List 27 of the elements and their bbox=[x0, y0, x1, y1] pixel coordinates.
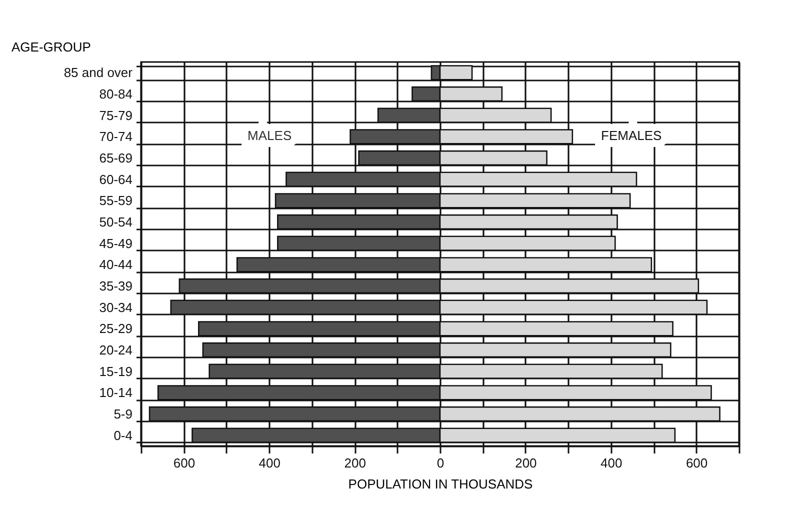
x-tick-label: 600 bbox=[173, 456, 196, 470]
y-tick-label: 50-54 bbox=[99, 214, 132, 230]
y-tick-label: 30-34 bbox=[99, 300, 132, 315]
y-tick-label: 60-64 bbox=[99, 172, 132, 187]
y-tick-label: 0-4 bbox=[114, 428, 132, 443]
y-tick-label: 75-79 bbox=[99, 108, 132, 123]
x-tick-label: 0 bbox=[436, 456, 444, 470]
x-tick-label: 400 bbox=[258, 456, 280, 470]
y-tick-label: 25-29 bbox=[99, 321, 132, 336]
x-tick-label: 400 bbox=[600, 456, 622, 470]
x-axis-title: POPULATION IN THOUSANDS bbox=[348, 476, 534, 492]
y-tick-label: 80-84 bbox=[99, 86, 132, 102]
x-tick-label: 200 bbox=[344, 456, 366, 470]
x-tick-label: 600 bbox=[686, 456, 708, 470]
y-tick-label: 10-14 bbox=[99, 385, 132, 400]
y-tick-label: 20-24 bbox=[99, 342, 132, 358]
y-axis-title: AGE-GROUP bbox=[12, 40, 91, 54]
y-tick-label: 45-49 bbox=[99, 236, 132, 251]
y-tick-label: 70-74 bbox=[99, 129, 132, 144]
y-tick-label: 55-59 bbox=[99, 193, 132, 208]
x-tick-label: 200 bbox=[515, 456, 537, 470]
y-tick-label: 65-69 bbox=[99, 150, 132, 166]
y-tick-label: 5-9 bbox=[114, 406, 132, 422]
y-tick-label: 15-19 bbox=[99, 364, 132, 379]
y-tick-label: 35-39 bbox=[99, 278, 132, 294]
y-tick-label: 85 and over bbox=[64, 65, 134, 80]
y-tick-label: 40-44 bbox=[99, 257, 132, 272]
